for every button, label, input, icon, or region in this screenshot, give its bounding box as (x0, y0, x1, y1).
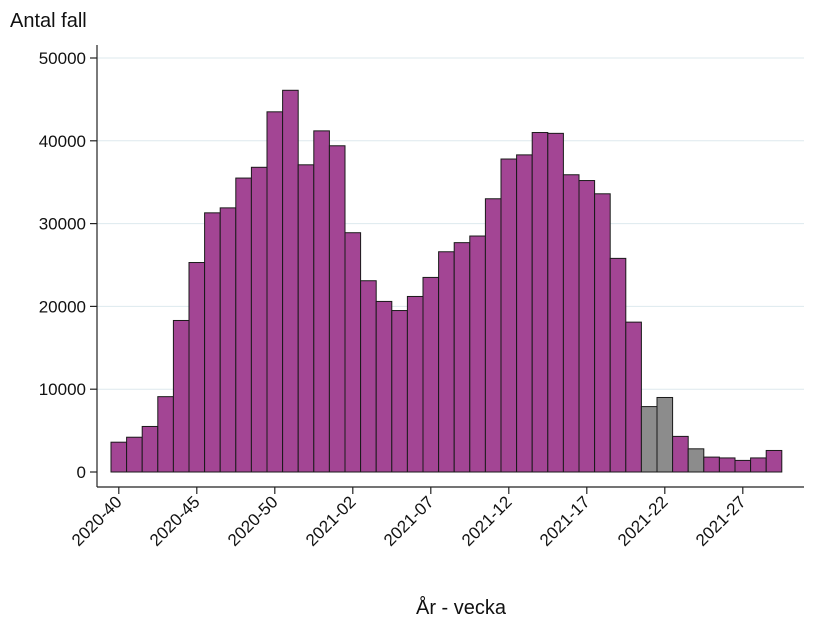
bar-2021-27 (734, 459, 752, 473)
bar-2020-47 (219, 207, 237, 473)
bar-2021-26 (718, 457, 736, 473)
bar-2020-48 (235, 177, 252, 473)
x-axis-title: År - vecka (416, 596, 507, 619)
bar-2021-06 (406, 295, 424, 473)
bar-2021-16 (562, 174, 580, 473)
bar-2021-29 (765, 449, 783, 473)
x-tick-label: 2020-40 (68, 492, 126, 550)
bar-2021-17 (578, 180, 596, 473)
bar-2021-18 (594, 193, 611, 473)
bar-2021-05 (391, 310, 408, 473)
x-tick-label: 2021-12 (458, 492, 516, 550)
bar-2021-20 (625, 321, 642, 473)
x-axis-ticks: 2020-40 2020-45 2020-50 2021-02 2021-07 2021-… (68, 487, 750, 550)
y-tick-label: 0 (77, 463, 86, 482)
bar-2021-23 (672, 435, 689, 473)
bar-2021-21 (640, 406, 658, 473)
bar-2020-53 (313, 130, 330, 473)
x-tick-label: 2021-07 (380, 492, 438, 550)
y-tick-label: 40000 (39, 132, 86, 151)
y-tick-label: 20000 (39, 297, 86, 316)
bar-2020-46 (204, 212, 221, 473)
bar-2020-50 (266, 111, 284, 473)
bar-2021-25 (703, 456, 720, 473)
bar-2021-11 (484, 198, 502, 473)
bar-2021-01 (328, 145, 346, 473)
bar-2020-51 (282, 89, 299, 473)
x-tick-label: 2021-22 (614, 492, 672, 550)
x-tick-label: 2020-50 (224, 492, 282, 550)
bar-2020-44 (172, 319, 190, 473)
bar-2021-04 (375, 300, 393, 473)
bar-2020-49 (250, 166, 268, 473)
bar-2021-03 (360, 280, 377, 473)
bar-2021-19 (609, 257, 627, 473)
bar-2020-45 (188, 262, 206, 473)
bar-2021-13 (516, 154, 533, 473)
bar-2021-02 (344, 232, 362, 473)
bar-2021-14 (531, 132, 549, 473)
bars (110, 89, 783, 473)
bar-2020-42 (141, 425, 159, 473)
bar-2021-12 (500, 158, 518, 473)
bar-2021-22 (656, 396, 674, 473)
bar-2021-28 (750, 457, 767, 473)
bar-2021-24 (687, 448, 705, 473)
bar-2020-41 (126, 436, 143, 473)
x-tick-label: 2020-45 (146, 492, 204, 550)
x-tick-label: 2021-02 (302, 492, 360, 550)
bar-2020-43 (157, 396, 174, 473)
bar-2021-07 (422, 276, 440, 473)
bar-2021-08 (438, 251, 455, 473)
bar-2020-52 (297, 164, 315, 473)
y-axis-title: Antal fall (10, 10, 87, 32)
x-tick-label: 2021-27 (692, 492, 750, 550)
x-tick-label: 2021-17 (536, 492, 594, 550)
y-tick-label: 50000 (39, 49, 86, 68)
y-axis-ticks: 0 10000 20000 30000 40000 50000 (39, 49, 97, 482)
y-tick-label: 10000 (39, 380, 86, 399)
bar-2020-40 (110, 441, 128, 473)
bar-2021-15 (547, 132, 564, 473)
bar-2021-09 (453, 242, 471, 473)
bar-2021-10 (469, 235, 486, 473)
axes (96, 45, 804, 488)
y-tick-label: 30000 (39, 215, 86, 234)
